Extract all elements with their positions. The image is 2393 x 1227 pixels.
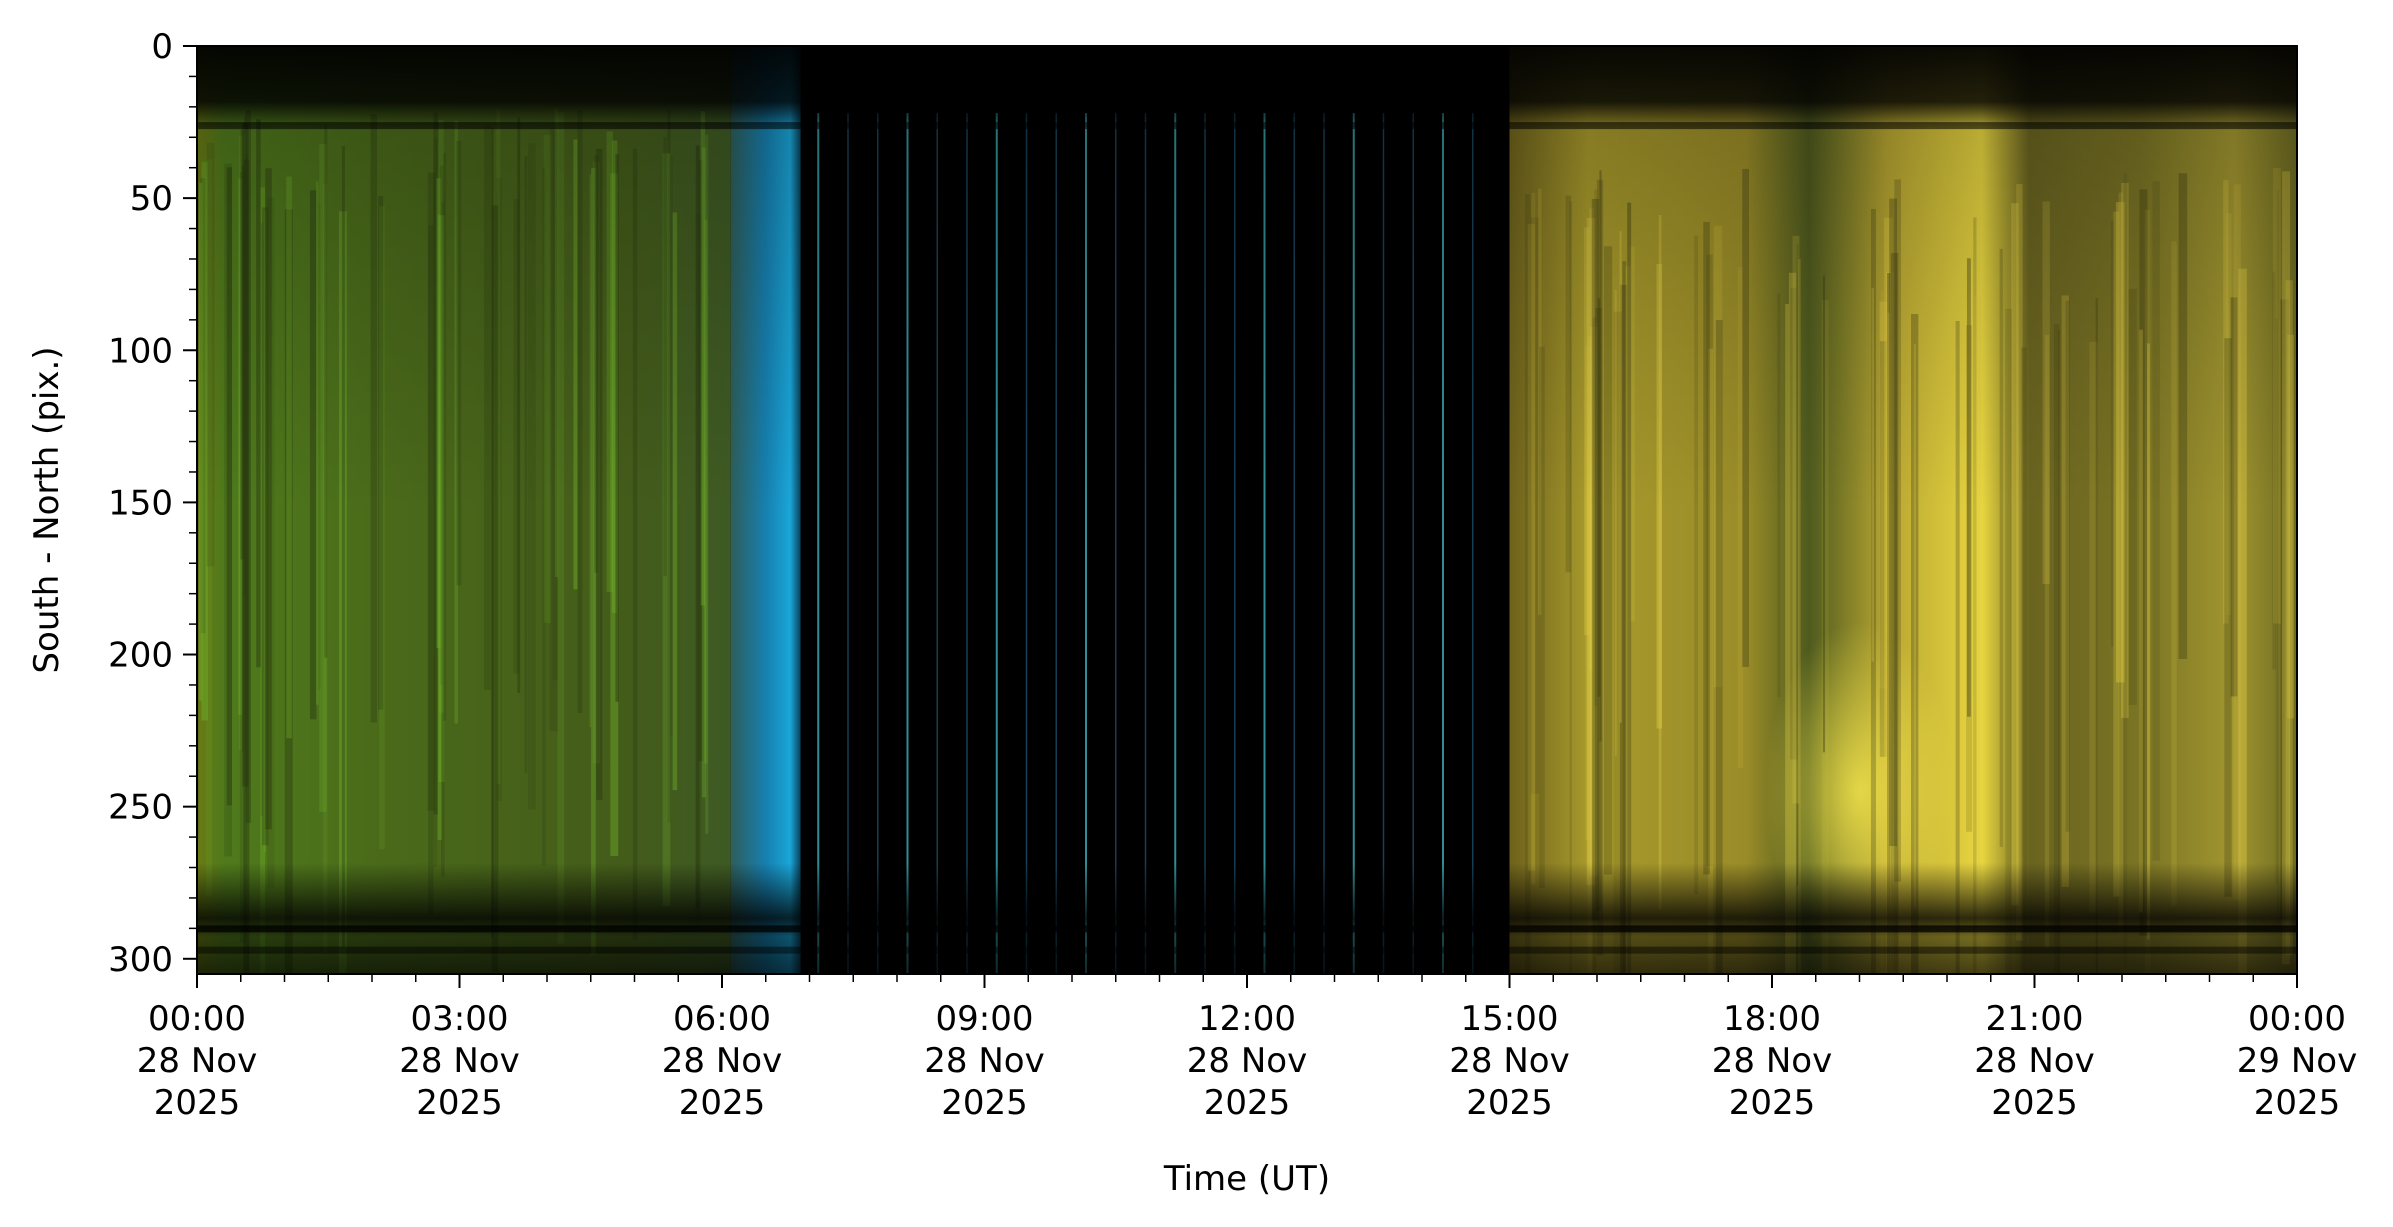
plot-area [197, 46, 2297, 974]
x-tick-label: 21:00 [1986, 999, 2084, 1039]
x-tick-label: 2025 [416, 1083, 503, 1123]
x-tick-label: 28 Nov [1449, 1041, 1569, 1081]
x-tick-label: 12:00 [1198, 999, 1296, 1039]
x-tick-label: 2025 [1729, 1083, 1816, 1123]
y-tick-label: 100 [108, 331, 173, 371]
y-tick-label: 300 [108, 940, 173, 980]
y-tick-label: 200 [108, 636, 173, 676]
x-tick-label: 2025 [2254, 1083, 2341, 1123]
x-tick-label: 28 Nov [662, 1041, 782, 1081]
y-tick-label: 250 [108, 788, 173, 828]
x-tick-label: 15:00 [1461, 999, 1559, 1039]
x-tick-label: 00:00 [148, 999, 246, 1039]
x-tick-label: 09:00 [936, 999, 1034, 1039]
x-tick-label: 18:00 [1723, 999, 1821, 1039]
x-tick-label: 00:00 [2248, 999, 2346, 1039]
x-axis-label: Time (UT) [1163, 1159, 1330, 1199]
x-tick-label: 28 Nov [137, 1041, 257, 1081]
x-tick-label: 29 Nov [2237, 1041, 2357, 1081]
x-tick-label: 28 Nov [1187, 1041, 1307, 1081]
x-tick-label: 03:00 [411, 999, 509, 1039]
y-axis: 0 50 100 150 200 250 300 [108, 27, 197, 980]
horizontal-band [197, 925, 2297, 933]
horizon-shading [197, 46, 2297, 974]
x-tick-label: 2025 [1991, 1083, 2078, 1123]
x-tick-label: 2025 [941, 1083, 1028, 1123]
x-tick-label: 28 Nov [399, 1041, 519, 1081]
x-tick-label: 2025 [1466, 1083, 1553, 1123]
y-tick-label: 150 [108, 483, 173, 523]
x-tick-label: 2025 [679, 1083, 766, 1123]
y-tick-label: 0 [151, 27, 173, 67]
horizontal-band [197, 946, 2297, 954]
x-tick-label: 28 Nov [1974, 1041, 2094, 1081]
x-tick-label: 06:00 [673, 999, 771, 1039]
x-tick-label: 28 Nov [924, 1041, 1044, 1081]
x-tick-label: 2025 [1204, 1083, 1291, 1123]
y-axis-label: South - North (pix.) [27, 346, 67, 673]
horizontal-band [197, 122, 2297, 130]
x-tick-label: 28 Nov [1712, 1041, 1832, 1081]
y-tick-label: 50 [130, 179, 173, 219]
x-tick-label: 2025 [154, 1083, 241, 1123]
